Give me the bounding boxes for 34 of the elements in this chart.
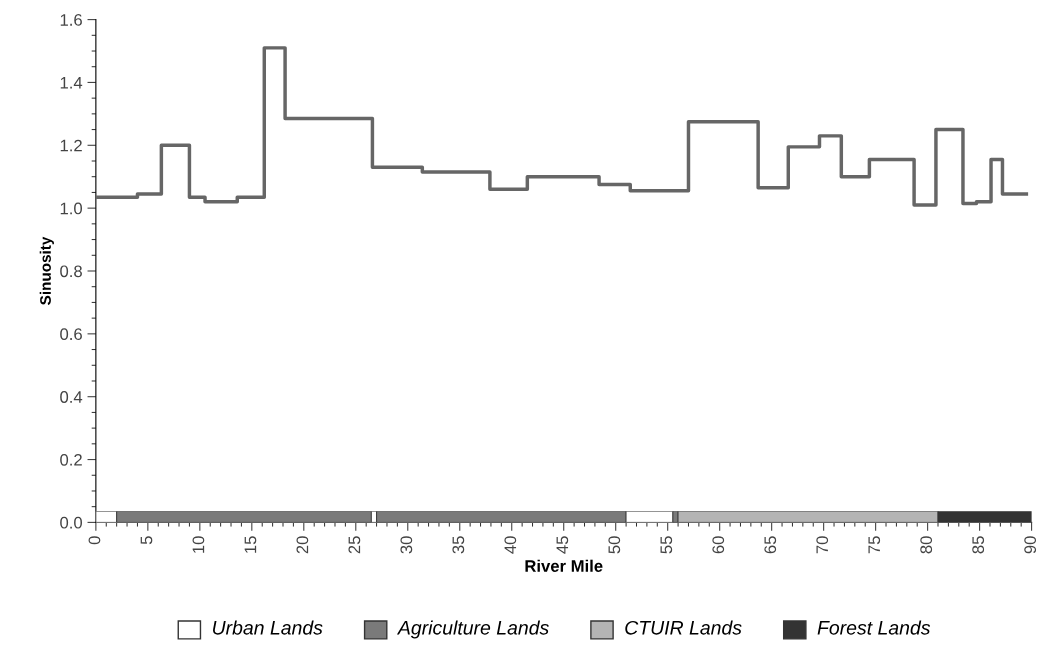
legend-label: Urban Lands [213, 620, 323, 635]
x-tick-label: 5 [140, 536, 153, 545]
legend-label: CTUIR Lands [625, 620, 742, 635]
legend-label: Agriculture Lands [396, 620, 549, 639]
x-tick-label: 15 [244, 536, 257, 553]
y-tick-label: 1.6 [60, 13, 82, 26]
y-tick-label: 1.4 [60, 77, 83, 89]
legend-label: Forest Lands [817, 620, 931, 635]
x-tick-label: 10 [192, 536, 205, 553]
x-tick-label: 75 [868, 536, 881, 554]
x-tick-label: 60 [712, 536, 725, 554]
y-tick-label: 0.6 [60, 328, 82, 341]
y-tick-label: 1.0 [60, 202, 83, 215]
x-tick-label: 80 [920, 536, 933, 554]
x-tick-label: 35 [452, 536, 465, 554]
x-tick-label: 40 [504, 536, 517, 554]
x-tick-label: 45 [556, 536, 569, 554]
x-tick-label: 25 [348, 536, 361, 554]
x-tick-label: 90 [1024, 536, 1037, 554]
x-tick-label: 50 [608, 536, 621, 554]
x-tick-label: 70 [816, 536, 829, 554]
y-axis-title: Sinuosity [39, 236, 54, 305]
x-tick-label: 65 [764, 536, 777, 554]
x-tick-label: 30 [400, 536, 413, 554]
x-axis-title: River Mile [525, 559, 603, 572]
x-tick-label: 0 [88, 536, 101, 545]
x-tick-label: 20 [296, 536, 309, 554]
y-tick-label: 1.2 [60, 139, 82, 152]
x-tick-label: 55 [660, 536, 673, 554]
y-tick-label: 0.4 [60, 391, 83, 403]
y-tick-label: 0.8 [60, 265, 82, 278]
y-tick-label: 0.2 [60, 453, 82, 466]
x-tick-label: 85 [972, 536, 985, 554]
y-tick-label: 0.0 [60, 516, 83, 529]
